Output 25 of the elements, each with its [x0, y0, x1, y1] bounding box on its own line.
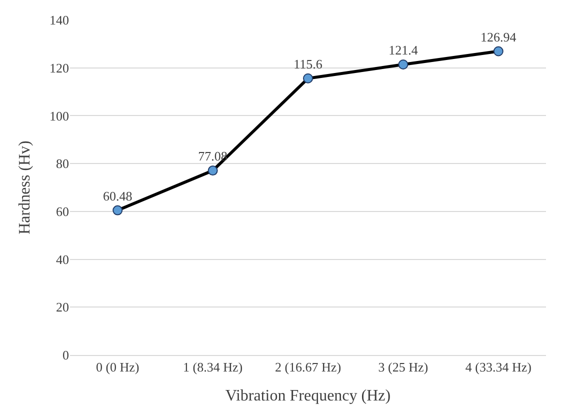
y-tick-label: 60 [56, 204, 69, 219]
point [208, 166, 218, 176]
data-label: 126.94 [480, 29, 517, 44]
x-axis-title: Vibration Frequency (Hz) [225, 387, 391, 404]
x-tick-label: 3 (25 Hz) [378, 360, 428, 375]
point [112, 205, 123, 216]
data-label: 115.6 [294, 56, 323, 72]
y-tick-label: 120 [50, 60, 69, 76]
x-tick-label: 4 (33.34 Hz) [465, 360, 532, 375]
y-axis-title: Hardness (Hv) [16, 140, 34, 234]
point [303, 73, 313, 84]
y-tick-label: 40 [56, 252, 69, 267]
point [493, 46, 504, 56]
y-tick-label: 20 [56, 300, 69, 315]
data-label: 77.08 [198, 148, 228, 164]
data-label: 121.4 [388, 42, 418, 58]
y-tick-label: 80 [56, 156, 69, 172]
y-tick-label: 140 [50, 12, 69, 28]
x-tick-label: 2 (16.67 Hz) [274, 360, 342, 375]
x-tick-label: 0 (0 Hz) [96, 360, 140, 375]
x-tick-label: 1 (8.34 Hz) [183, 360, 243, 375]
y-tick-label: 100 [50, 108, 69, 124]
data-label: 60.48 [102, 188, 132, 204]
y-tick-label: 0 [62, 348, 69, 363]
point [398, 60, 408, 70]
